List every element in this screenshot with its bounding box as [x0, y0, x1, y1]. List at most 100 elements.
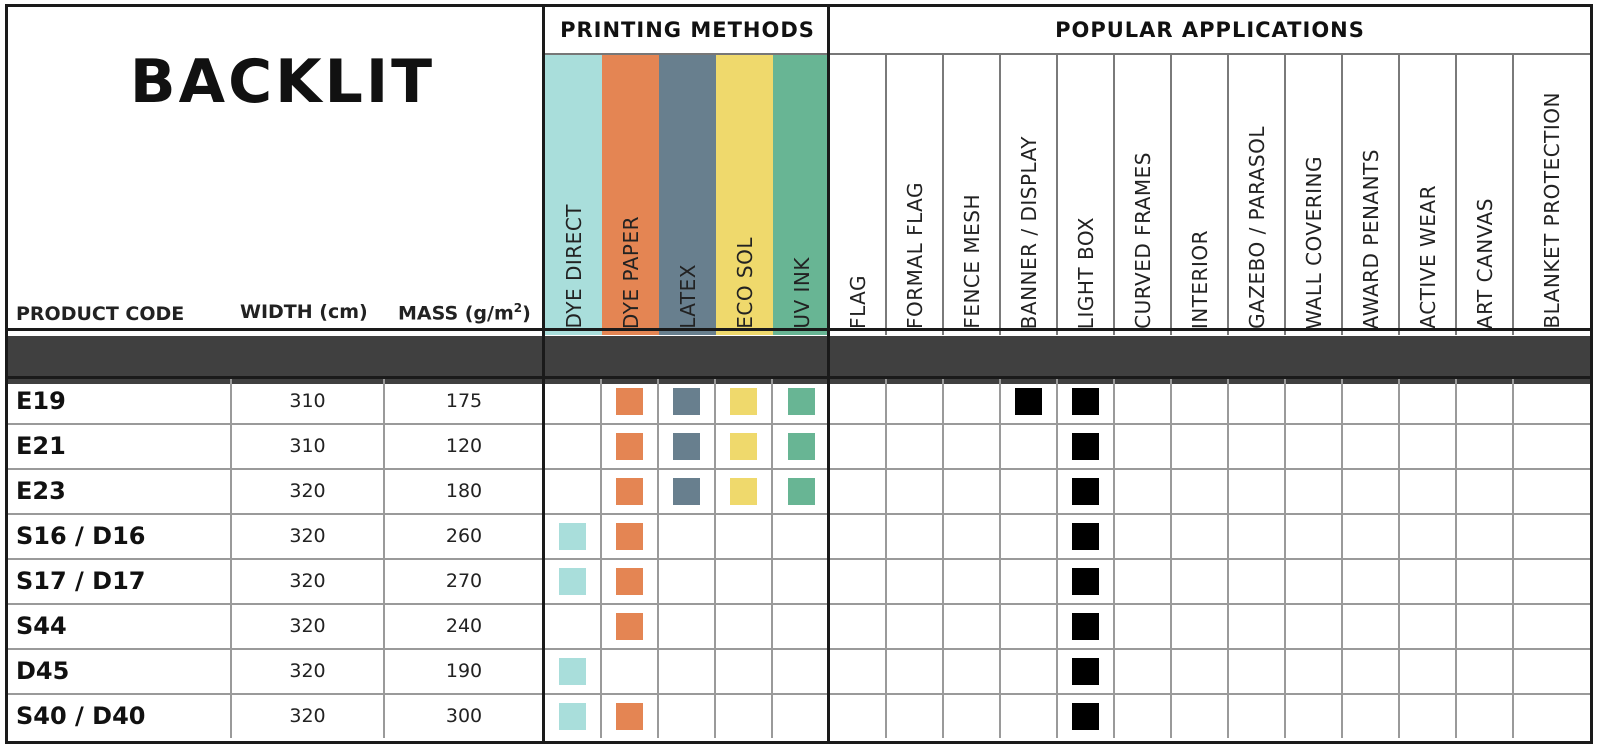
method-header-dye-paper: DYE PAPER	[602, 55, 659, 335]
application-cell-light-box	[1058, 604, 1115, 648]
application-cell-flag	[830, 379, 887, 423]
application-mark	[1015, 387, 1042, 415]
application-cell-art-canvas	[1457, 694, 1514, 738]
method-cell-eco-sol	[716, 559, 773, 603]
application-cell-art-canvas	[1457, 514, 1514, 558]
backlit-spec-table: BACKLIT PRODUCT CODE WIDTH (cm) MASS (g/…	[5, 4, 1593, 744]
application-cell-interior	[1172, 694, 1229, 738]
application-cell-gazebo-parasol	[1229, 604, 1286, 648]
application-header-blanket-protection: BLANKET PROTECTION	[1514, 55, 1590, 335]
table-row: E19 310 175	[8, 379, 1590, 425]
method-cell-eco-sol	[716, 694, 773, 738]
application-cell-active-wear	[1400, 649, 1457, 693]
method-mark	[730, 387, 757, 415]
method-mark	[559, 522, 586, 550]
application-cell-wall-covering	[1286, 469, 1343, 513]
method-mark	[616, 522, 643, 550]
application-cell-gazebo-parasol	[1229, 379, 1286, 423]
header-mass: MASS (g/m2)	[398, 301, 531, 325]
method-cell-dye-direct	[545, 694, 602, 738]
application-header-label: GAZEBO / PARASOL	[1244, 126, 1269, 329]
method-cell-dye-direct	[545, 559, 602, 603]
application-cell-art-canvas	[1457, 604, 1514, 648]
method-cell-dye-paper	[602, 424, 659, 468]
mass-cell: 120	[385, 424, 545, 468]
method-mark	[673, 387, 700, 415]
application-cell-light-box	[1058, 424, 1115, 468]
application-cell-fence-mesh	[944, 604, 1001, 648]
application-cell-award-penants	[1343, 694, 1400, 738]
application-cell-formal-flag	[887, 424, 944, 468]
application-cell-curved-frames	[1115, 604, 1172, 648]
table-row: S17 / D17 320 270	[8, 559, 1590, 605]
application-header-interior: INTERIOR	[1172, 55, 1229, 335]
application-cell-interior	[1172, 379, 1229, 423]
method-mark	[788, 432, 815, 460]
application-cell-active-wear	[1400, 559, 1457, 603]
method-cell-uv-ink	[773, 424, 830, 468]
application-cell-banner-display	[1001, 469, 1058, 513]
method-cell-dye-paper	[602, 514, 659, 558]
method-cell-latex	[659, 559, 716, 603]
application-cell-curved-frames	[1115, 424, 1172, 468]
method-cell-uv-ink	[773, 469, 830, 513]
application-cell-art-canvas	[1457, 424, 1514, 468]
application-cell-wall-covering	[1286, 379, 1343, 423]
mass-cell: 175	[385, 379, 545, 423]
application-cell-interior	[1172, 514, 1229, 558]
application-header-label: FENCE MESH	[959, 194, 984, 329]
width-cell: 320	[232, 469, 385, 513]
application-cell-interior	[1172, 559, 1229, 603]
method-cell-uv-ink	[773, 379, 830, 423]
application-cell-wall-covering	[1286, 649, 1343, 693]
application-header-label: WALL COVERING	[1301, 155, 1326, 329]
method-cell-dye-paper	[602, 469, 659, 513]
application-mark	[1072, 567, 1099, 595]
application-cell-flag	[830, 604, 887, 648]
application-cell-award-penants	[1343, 514, 1400, 558]
application-cell-curved-frames	[1115, 469, 1172, 513]
product-code-cell: E23	[8, 469, 232, 513]
application-header-gazebo-parasol: GAZEBO / PARASOL	[1229, 55, 1286, 335]
application-cell-gazebo-parasol	[1229, 469, 1286, 513]
application-cell-light-box	[1058, 694, 1115, 738]
method-cell-uv-ink	[773, 559, 830, 603]
application-cell-interior	[1172, 424, 1229, 468]
table-row: D45 320 190	[8, 649, 1590, 695]
application-cell-curved-frames	[1115, 559, 1172, 603]
method-cell-eco-sol	[716, 649, 773, 693]
method-cell-dye-direct	[545, 424, 602, 468]
method-mark	[730, 432, 757, 460]
method-cell-dye-direct	[545, 379, 602, 423]
application-header-fence-mesh: FENCE MESH	[944, 55, 1001, 335]
application-cell-banner-display	[1001, 514, 1058, 558]
method-cell-latex	[659, 379, 716, 423]
application-header-label: LIGHT BOX	[1073, 216, 1098, 329]
application-cell-blanket-protection	[1514, 424, 1590, 468]
application-cell-wall-covering	[1286, 424, 1343, 468]
application-cell-fence-mesh	[944, 559, 1001, 603]
product-code-cell: S40 / D40	[8, 694, 232, 738]
mass-cell: 180	[385, 469, 545, 513]
method-header-dye-direct: DYE DIRECT	[545, 55, 602, 335]
application-cell-active-wear	[1400, 469, 1457, 513]
application-cell-flag	[830, 424, 887, 468]
application-cell-banner-display	[1001, 424, 1058, 468]
method-cell-uv-ink	[773, 694, 830, 738]
mass-cell: 240	[385, 604, 545, 648]
application-cell-curved-frames	[1115, 694, 1172, 738]
application-cell-flag	[830, 694, 887, 738]
method-cell-uv-ink	[773, 604, 830, 648]
application-cell-wall-covering	[1286, 604, 1343, 648]
application-cell-gazebo-parasol	[1229, 559, 1286, 603]
application-header-label: FORMAL FLAG	[902, 181, 927, 329]
application-cell-award-penants	[1343, 604, 1400, 648]
method-mark	[559, 657, 586, 685]
table-row: E21 310 120	[8, 424, 1590, 470]
application-cell-interior	[1172, 649, 1229, 693]
printing-methods-heading: PRINTING METHODS	[545, 7, 830, 55]
method-mark	[616, 432, 643, 460]
application-cell-blanket-protection	[1514, 694, 1590, 738]
application-header-formal-flag: FORMAL FLAG	[887, 55, 944, 335]
application-header-label: ACTIVE WEAR	[1415, 185, 1440, 329]
